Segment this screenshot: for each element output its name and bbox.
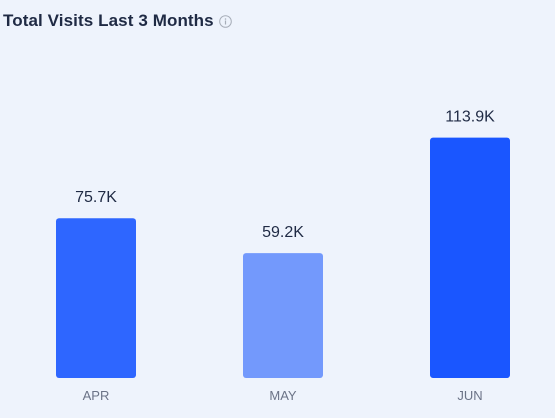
bars-layer [56, 137, 510, 378]
bar-apr[interactable] [56, 218, 136, 378]
value-label-jun: 113.9K [445, 109, 495, 126]
chart-title: Total Visits Last 3 Months [3, 11, 214, 30]
value-label-may: 59.2K [262, 224, 304, 241]
chart-header: Total Visits Last 3 Months [3, 9, 232, 33]
category-label-apr: APR [83, 388, 110, 403]
value-labels-layer: 75.7K 59.2K 113.9K [75, 109, 495, 241]
category-label-jun: JUN [457, 388, 482, 403]
bar-may[interactable] [243, 253, 323, 378]
value-label-apr: 75.7K [75, 189, 117, 206]
info-icon[interactable] [218, 14, 232, 28]
bar-jun[interactable] [430, 137, 510, 378]
category-labels-layer: APR MAY JUN [83, 388, 483, 403]
category-label-may: MAY [269, 388, 297, 403]
